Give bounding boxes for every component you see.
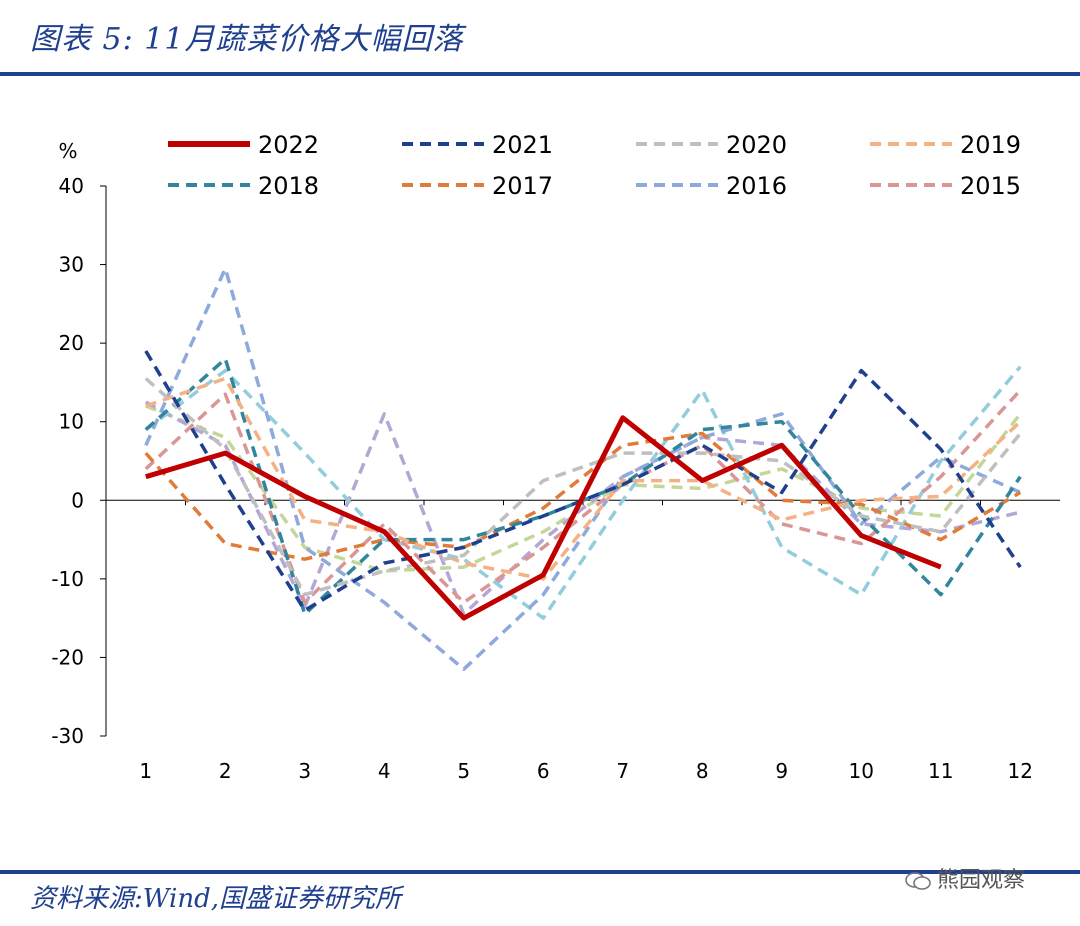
legend-label: 2018 [258, 172, 319, 200]
x-tick-label: 3 [298, 759, 311, 783]
y-tick-label: 30 [59, 253, 84, 277]
x-tick-label: 11 [928, 759, 953, 783]
x-tick-label: 12 [1008, 759, 1033, 783]
source-rule [0, 870, 1080, 874]
y-tick-label: -20 [51, 645, 84, 669]
x-tick-label: 10 [849, 759, 874, 783]
x-tick-label: 9 [775, 759, 788, 783]
y-tick-label: -30 [51, 724, 84, 748]
wechat-icon [905, 872, 931, 890]
legend-label: 2022 [258, 131, 319, 159]
watermark: 熊园观察 [905, 862, 1025, 894]
x-tick-label: 7 [616, 759, 629, 783]
legend-label: 2020 [726, 131, 787, 159]
series-line-unlabeled-9 [144, 400, 1021, 616]
series-line-unlabeled-10 [145, 404, 1022, 573]
y-unit-label: % [58, 139, 77, 163]
legend-label: 2019 [960, 131, 1021, 159]
x-tick-label: 5 [457, 759, 470, 783]
series-line-2020 [144, 377, 1022, 597]
y-tick-label: 20 [59, 331, 84, 355]
source-note: 资料来源:Wind,国盛证券研究所 [30, 884, 401, 914]
legend-label: 2021 [492, 131, 553, 159]
series-line-2016 [144, 266, 1022, 671]
x-tick-label: 8 [696, 759, 709, 783]
x-tick-label: 6 [537, 759, 550, 783]
legend-label: 2017 [492, 172, 553, 200]
series-line-2022 [145, 415, 942, 621]
series-line-2017 [144, 431, 1022, 561]
legend-label: 2016 [726, 172, 787, 200]
series-line-2021 [144, 350, 1022, 613]
legend-label: 2015 [960, 172, 1021, 200]
x-tick-label: 4 [378, 759, 391, 783]
x-tick-label: 1 [139, 759, 152, 783]
y-tick-label: 10 [59, 410, 84, 434]
y-tick-label: 0 [71, 488, 84, 512]
title-rule [0, 72, 1080, 76]
x-tick-label: 2 [219, 759, 232, 783]
series-line-unlabeled-8 [144, 365, 1022, 620]
chart-title: 图表 5: 11月蔬菜价格大幅回落 [30, 22, 464, 57]
series-line-2019 [145, 376, 1022, 581]
y-tick-label: 40 [59, 174, 84, 198]
watermark-text: 熊园观察 [937, 868, 1026, 893]
y-tick-label: -10 [51, 567, 84, 591]
